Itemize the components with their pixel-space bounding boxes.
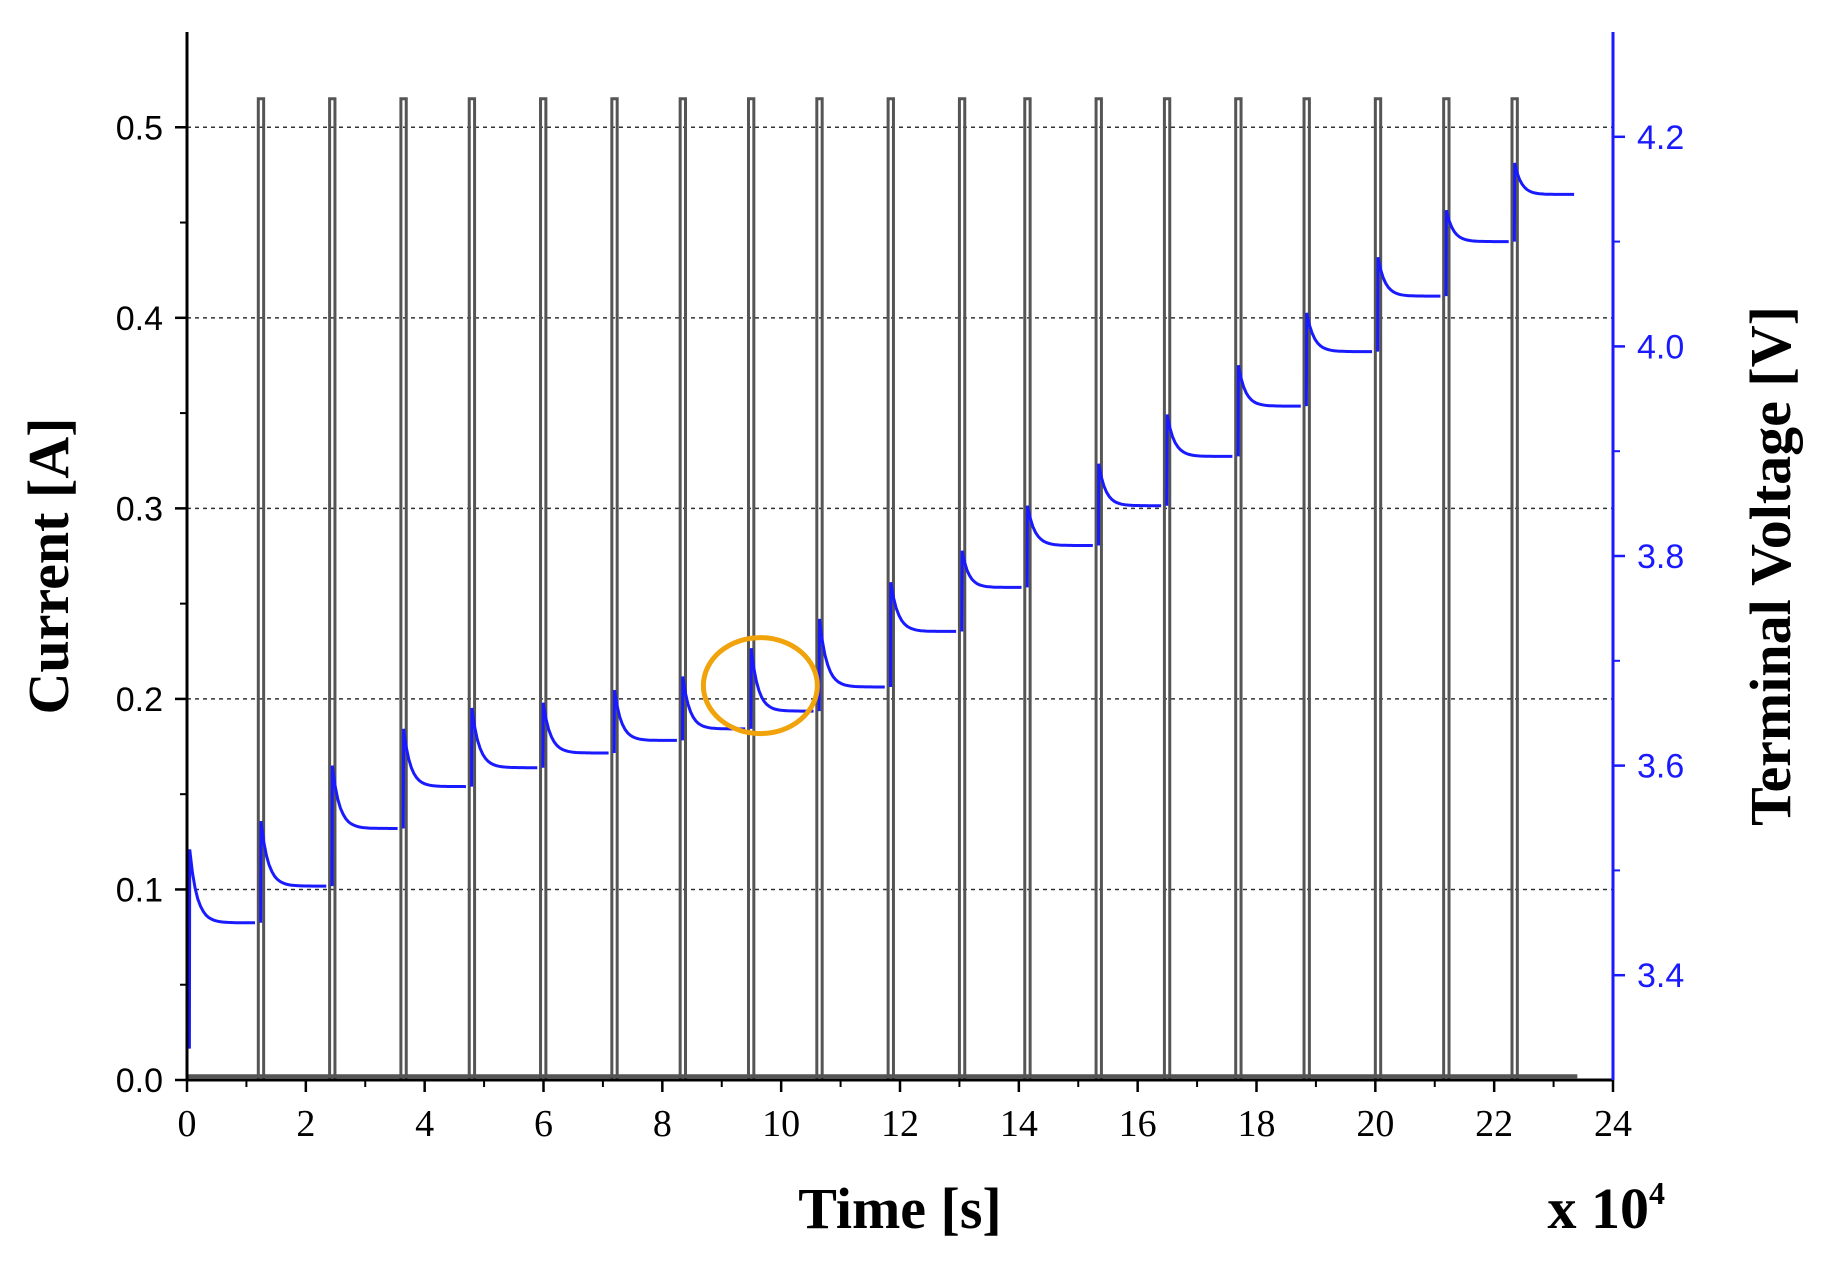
voltage-series: [187, 162, 1575, 1049]
voltage-step: [960, 550, 1022, 632]
voltage-step: [1025, 505, 1093, 588]
y-right-tick-label: 4.0: [1637, 328, 1684, 366]
x-tick-label: 2: [296, 1103, 315, 1145]
current-pulse: [1510, 97, 1519, 1080]
current-pulse: [1162, 97, 1172, 1080]
ticks: 0 2 4 6 8 10 12 14 16 18 20 22 240.00.10.20.30.40.53…: [116, 109, 1685, 1145]
y-left-axis-title: Current [A]: [16, 418, 81, 715]
current-pulse: [1023, 97, 1032, 1080]
x-tick-label: 6: [534, 1103, 553, 1145]
current-pulse: [467, 97, 477, 1080]
current-pulse: [328, 97, 337, 1080]
voltage-step: [889, 581, 957, 688]
voltage-step: [1444, 209, 1509, 297]
current-pulse: [1234, 97, 1243, 1080]
current-pulse: [1373, 97, 1383, 1080]
x-tick-label: 20: [1356, 1103, 1394, 1145]
voltage-step: [1512, 162, 1575, 242]
current-pulse: [539, 97, 548, 1080]
current-pulse: [815, 97, 824, 1080]
x-tick-label: 8: [653, 1103, 672, 1145]
current-pulse: [1302, 97, 1311, 1080]
current-pulse: [1442, 97, 1451, 1080]
highlight-circle: [700, 635, 820, 737]
voltage-step: [330, 765, 398, 887]
current-pulse: [957, 97, 967, 1080]
current-pulse: [746, 97, 756, 1080]
voltage-step: [187, 849, 255, 1049]
y-left-tick-label: 0.2: [116, 681, 163, 719]
y-right-tick-label: 3.8: [1637, 538, 1684, 576]
y-left-tick-label: 0.1: [116, 871, 163, 909]
y-right-tick-label: 3.4: [1637, 957, 1684, 995]
x-multiplier-base: x 10: [1548, 1176, 1650, 1241]
voltage-step: [1236, 364, 1301, 457]
voltage-step: [259, 820, 327, 923]
voltage-step: [470, 707, 538, 787]
x-tick-label: 24: [1594, 1103, 1632, 1145]
current-series: [187, 97, 1578, 1080]
voltage-step: [612, 689, 677, 754]
voltage-step: [1165, 414, 1233, 506]
voltage-step: [1097, 463, 1162, 546]
y-right-axis-title: Terminal Voltage [V]: [1738, 306, 1803, 826]
voltage-step: [749, 648, 814, 729]
y-right-tick-label: 3.6: [1637, 748, 1684, 786]
y-left-tick-label: 0.5: [116, 109, 163, 147]
x-tick-label: 4: [415, 1103, 434, 1145]
x-tick-label: 18: [1238, 1103, 1276, 1145]
y-left-tick-label: 0.0: [116, 1062, 163, 1100]
voltage-step: [401, 728, 467, 829]
current-pulse: [1094, 97, 1103, 1080]
current-pulse: [256, 97, 266, 1080]
x-tick-label: 0: [178, 1103, 197, 1145]
x-multiplier-label: x 104: [1548, 1175, 1666, 1241]
voltage-step: [1304, 312, 1373, 407]
gridlines: [187, 126, 1613, 891]
current-pulse: [399, 97, 408, 1080]
x-tick-label: 22: [1475, 1103, 1513, 1145]
y-left-tick-label: 0.4: [116, 300, 163, 338]
x-tick-label: 10: [762, 1103, 800, 1145]
current-pulse: [678, 97, 688, 1080]
x-tick-label: 14: [1000, 1103, 1038, 1145]
y-left-tick-label: 0.3: [116, 490, 163, 528]
voltage-step: [1376, 256, 1441, 352]
x-axis-title: Time [s]: [798, 1176, 1002, 1241]
voltage-step: [817, 618, 885, 712]
x-tick-label: 12: [881, 1103, 919, 1145]
x-tick-label: 16: [1119, 1103, 1157, 1145]
y-right-tick-label: 4.2: [1637, 119, 1684, 157]
current-pulse: [610, 97, 619, 1080]
voltage-step: [541, 702, 609, 768]
x-multiplier-exponent: 4: [1649, 1175, 1665, 1211]
